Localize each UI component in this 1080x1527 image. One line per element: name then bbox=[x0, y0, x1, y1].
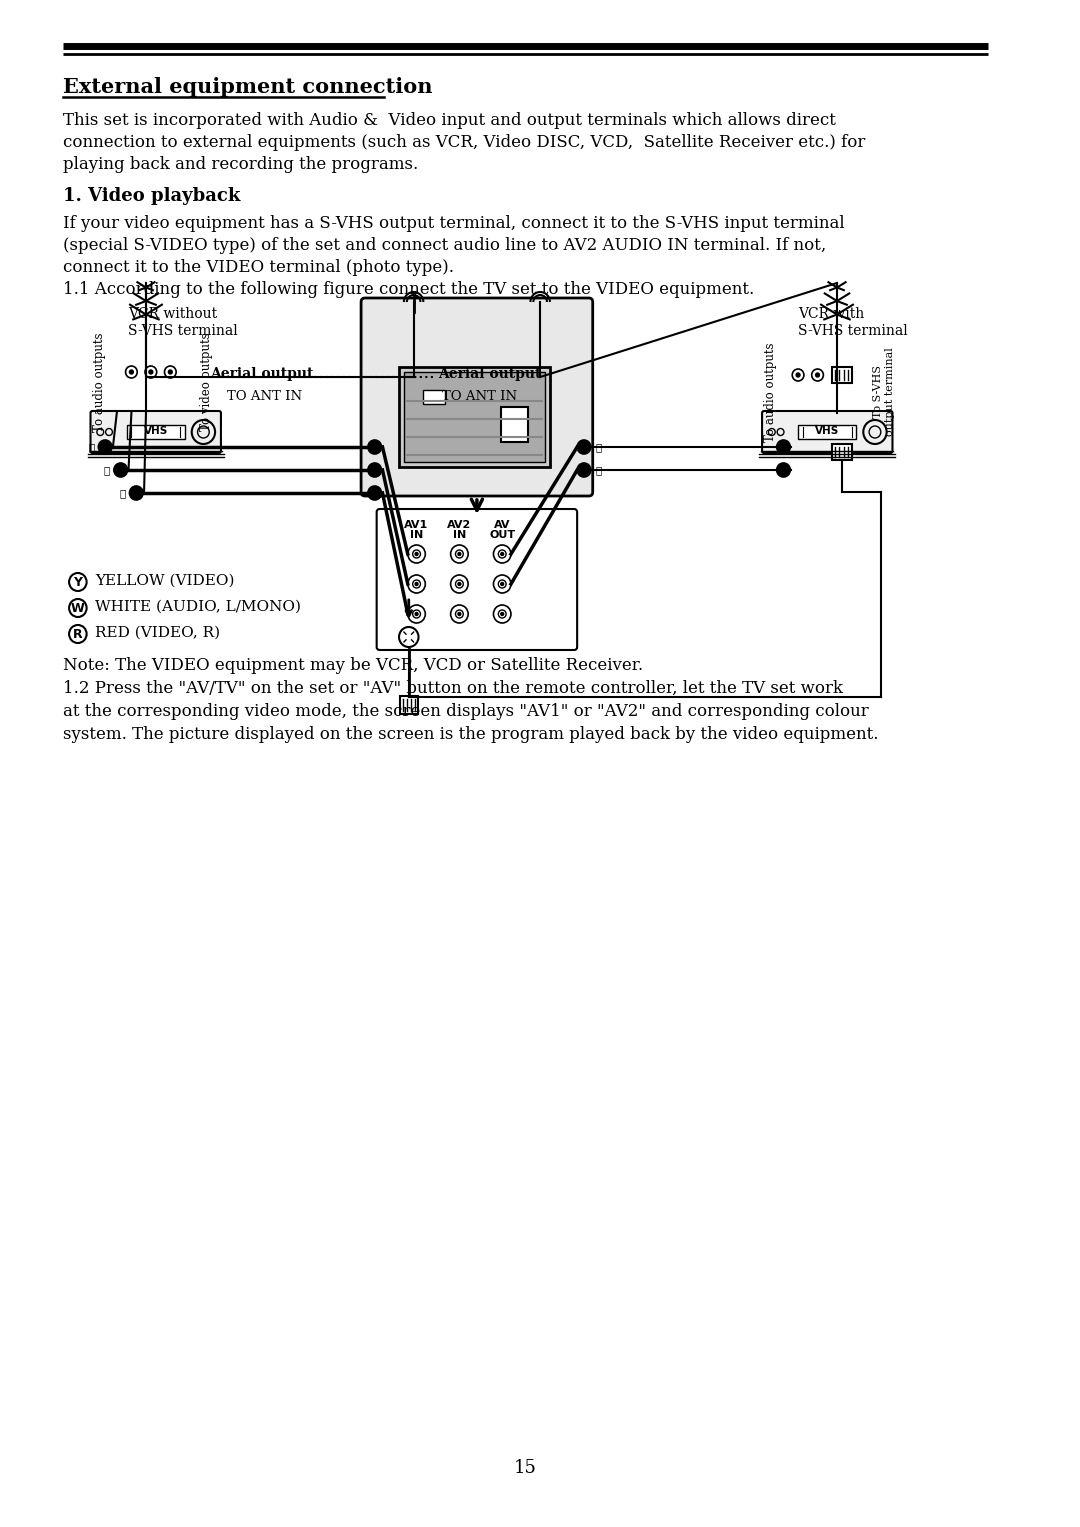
Circle shape bbox=[168, 370, 173, 374]
Circle shape bbox=[133, 490, 139, 496]
Text: IN: IN bbox=[410, 530, 423, 541]
Circle shape bbox=[368, 440, 381, 454]
Text: VHS: VHS bbox=[144, 426, 167, 437]
Text: AV1: AV1 bbox=[404, 521, 429, 530]
Circle shape bbox=[815, 373, 820, 377]
Circle shape bbox=[372, 444, 378, 450]
Circle shape bbox=[368, 486, 381, 499]
Text: To S-VHS
output terminal: To S-VHS output terminal bbox=[873, 348, 894, 437]
Text: connect it to the VIDEO terminal (photo type).: connect it to the VIDEO terminal (photo … bbox=[64, 260, 455, 276]
Circle shape bbox=[581, 444, 586, 450]
Circle shape bbox=[777, 463, 791, 476]
Text: To video outputs: To video outputs bbox=[200, 333, 213, 431]
Circle shape bbox=[458, 553, 461, 556]
Text: connection to external equipments (such as VCR, Video DISC, VCD,  Satellite Rece: connection to external equipments (such … bbox=[64, 134, 866, 151]
Circle shape bbox=[149, 370, 152, 374]
Circle shape bbox=[458, 612, 461, 615]
Text: playing back and recording the programs.: playing back and recording the programs. bbox=[64, 156, 419, 173]
Circle shape bbox=[415, 553, 418, 556]
Text: VCR without: VCR without bbox=[129, 307, 217, 321]
Text: RED (VIDEO, R): RED (VIDEO, R) bbox=[95, 626, 220, 640]
Text: S-VHS terminal: S-VHS terminal bbox=[798, 324, 908, 337]
Text: 15: 15 bbox=[514, 1458, 537, 1477]
Text: at the corresponding video mode, the screen displays "AV1" or "AV2" and correspo: at the corresponding video mode, the scr… bbox=[64, 702, 869, 721]
FancyBboxPatch shape bbox=[361, 298, 593, 496]
Circle shape bbox=[581, 467, 586, 473]
Text: ⓨ: ⓨ bbox=[120, 489, 125, 498]
Text: 1.1 According to the following figure connect the TV set to the VIDEO equipment.: 1.1 According to the following figure co… bbox=[64, 281, 755, 298]
Text: TO ANT IN: TO ANT IN bbox=[227, 389, 302, 403]
Text: VHS: VHS bbox=[815, 426, 839, 437]
Text: TO ANT IN: TO ANT IN bbox=[442, 389, 517, 403]
Bar bbox=[400, 696, 418, 715]
Circle shape bbox=[368, 463, 381, 476]
Circle shape bbox=[781, 444, 786, 450]
Bar bbox=[501, 408, 528, 441]
Text: Ⓡ: Ⓡ bbox=[89, 441, 95, 452]
FancyBboxPatch shape bbox=[762, 411, 892, 454]
Circle shape bbox=[415, 582, 418, 585]
Text: ⓦ: ⓦ bbox=[104, 466, 110, 475]
Circle shape bbox=[372, 467, 378, 473]
Circle shape bbox=[118, 467, 123, 473]
Circle shape bbox=[130, 370, 133, 374]
Text: (special S-VIDEO type) of the set and connect audio line to AV2 AUDIO IN termina: (special S-VIDEO type) of the set and co… bbox=[64, 237, 826, 253]
Text: Y: Y bbox=[73, 576, 82, 588]
Bar bbox=[399, 366, 550, 467]
Text: VCR with: VCR with bbox=[798, 307, 864, 321]
Text: Note: The VIDEO equipment may be VCR, VCD or Satellite Receiver.: Note: The VIDEO equipment may be VCR, VC… bbox=[64, 657, 644, 673]
Text: 1.2 Press the "AV/TV" on the set or "AV" button on the remote controller, let th: 1.2 Press the "AV/TV" on the set or "AV"… bbox=[64, 680, 843, 696]
Text: Ⓡ: Ⓡ bbox=[595, 466, 602, 475]
Text: IN: IN bbox=[453, 530, 465, 541]
Circle shape bbox=[577, 440, 591, 454]
Circle shape bbox=[501, 612, 503, 615]
Text: AV: AV bbox=[494, 521, 511, 530]
Text: WHITE (AUDIO, L/MONO): WHITE (AUDIO, L/MONO) bbox=[95, 600, 301, 614]
Bar bbox=[833, 444, 852, 460]
Circle shape bbox=[113, 463, 127, 476]
Circle shape bbox=[781, 467, 786, 473]
Bar bbox=[423, 389, 445, 405]
Circle shape bbox=[372, 490, 378, 496]
Text: system. The picture displayed on the screen is the program played back by the vi: system. The picture displayed on the scr… bbox=[64, 725, 879, 744]
Circle shape bbox=[796, 373, 800, 377]
Text: To audio outputs: To audio outputs bbox=[765, 342, 778, 441]
Text: YELLOW (VIDEO): YELLOW (VIDEO) bbox=[95, 574, 234, 588]
Text: ⓦ: ⓦ bbox=[595, 441, 602, 452]
Text: If your video equipment has a S-VHS output terminal, connect it to the S-VHS inp: If your video equipment has a S-VHS outp… bbox=[64, 215, 845, 232]
Text: AV2: AV2 bbox=[447, 521, 472, 530]
Circle shape bbox=[103, 444, 108, 450]
Text: This set is incorporated with Audio &  Video input and output terminals which al: This set is incorporated with Audio & Vi… bbox=[64, 111, 836, 128]
Text: W: W bbox=[71, 602, 84, 614]
Circle shape bbox=[501, 582, 503, 585]
Circle shape bbox=[577, 463, 591, 476]
FancyBboxPatch shape bbox=[377, 508, 577, 651]
Text: External equipment connection: External equipment connection bbox=[64, 76, 433, 98]
Circle shape bbox=[501, 553, 503, 556]
Text: Aerial output: Aerial output bbox=[438, 366, 541, 382]
Circle shape bbox=[130, 486, 143, 499]
Text: OUT: OUT bbox=[489, 530, 515, 541]
Bar bbox=[126, 425, 185, 438]
Text: 1. Video playback: 1. Video playback bbox=[64, 186, 241, 205]
Text: To audio outputs: To audio outputs bbox=[93, 333, 106, 432]
Text: Aerial output: Aerial output bbox=[211, 366, 313, 382]
Circle shape bbox=[415, 612, 418, 615]
Circle shape bbox=[98, 440, 112, 454]
Circle shape bbox=[458, 582, 461, 585]
Bar bbox=[798, 425, 856, 438]
Bar bbox=[404, 373, 545, 463]
Circle shape bbox=[777, 440, 791, 454]
Text: S-VHS terminal: S-VHS terminal bbox=[129, 324, 239, 337]
Text: R: R bbox=[73, 628, 83, 640]
FancyBboxPatch shape bbox=[91, 411, 221, 454]
Bar bbox=[833, 366, 852, 383]
